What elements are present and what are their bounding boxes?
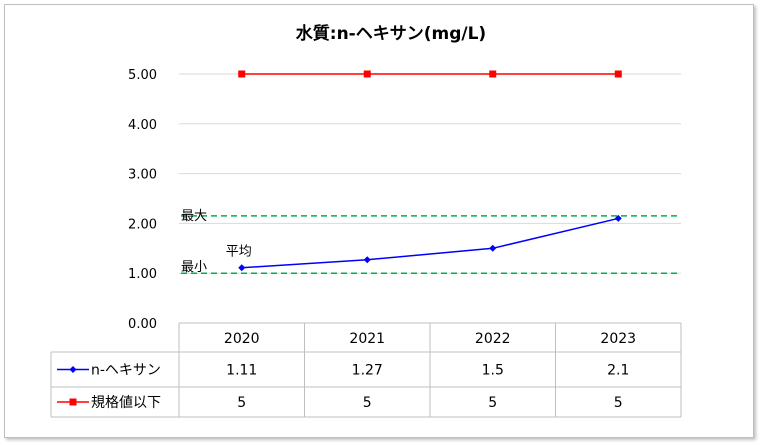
series-line [241, 217, 619, 269]
data-point [363, 256, 371, 264]
data-point [489, 244, 497, 252]
x-category-label: 2021 [349, 331, 385, 347]
data-point [489, 70, 497, 78]
data-point [363, 70, 371, 78]
chart-title: 水質:n-ヘキサン(mg/L) [296, 23, 486, 44]
table-cell-value: 5 [363, 395, 372, 411]
table-cell-value: 5 [488, 395, 497, 411]
x-category-label: 2023 [600, 331, 636, 347]
y-tick-label: 2.00 [128, 217, 157, 232]
y-tick-label: 1.00 [128, 267, 157, 282]
y-tick-label: 0.00 [128, 317, 157, 332]
table-cell-value: 1.5 [482, 363, 504, 379]
reference-label: 最大 [181, 209, 207, 224]
legend-label: n-ヘキサン [91, 363, 161, 379]
table-cell-value: 1.27 [352, 363, 383, 379]
table-cell-value: 5 [237, 395, 246, 411]
legend-marker [69, 366, 77, 373]
chart-frame: 水質:n-ヘキサン(mg/L) 0.00 1.00 2.00 3.00 4.00 5.00… [4, 4, 754, 438]
x-category-label: 2020 [224, 331, 260, 347]
y-tick-label: 3.00 [128, 168, 157, 183]
table-cell-value: 2.1 [607, 363, 629, 379]
data-point [238, 70, 246, 78]
reference-label: 最小 [181, 260, 207, 275]
x-category-label: 2022 [475, 331, 511, 347]
data-point [614, 70, 622, 78]
legend-marker [69, 398, 77, 406]
data-point [238, 264, 246, 272]
y-tick-label: 4.00 [128, 118, 157, 133]
data-point [614, 214, 622, 222]
legend-label: 規格値以下 [91, 395, 161, 411]
average-annotation: 平均 [226, 245, 252, 260]
table-cell-value: 1.11 [226, 363, 257, 379]
table-cell-value: 5 [614, 395, 623, 411]
line-chart: 水質:n-ヘキサン(mg/L) 0.00 1.00 2.00 3.00 4.00 5.00… [50, 23, 682, 418]
y-tick-label: 5.00 [128, 68, 157, 83]
